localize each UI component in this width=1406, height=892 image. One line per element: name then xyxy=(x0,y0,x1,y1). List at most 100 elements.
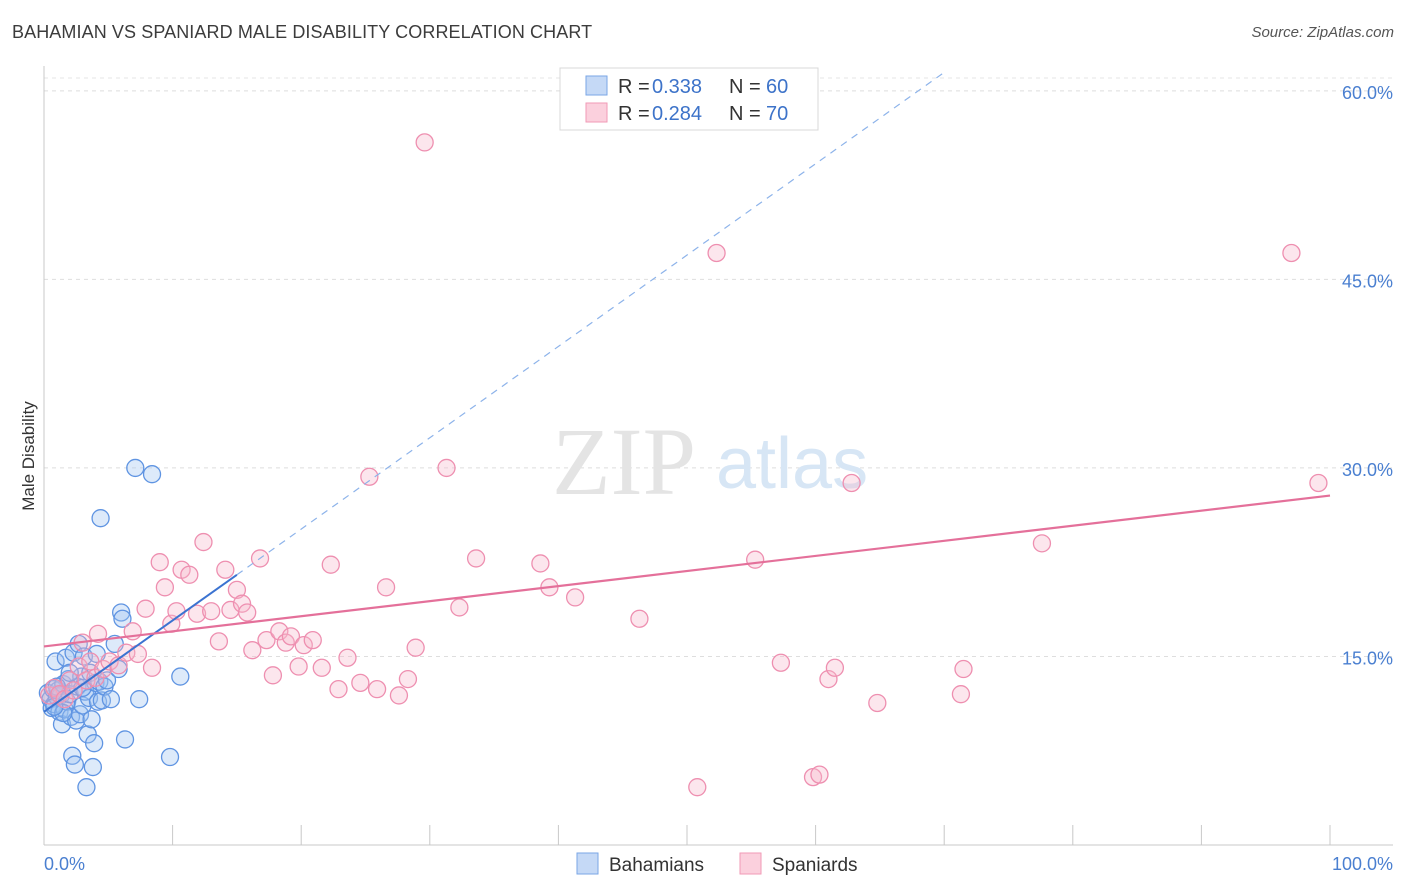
bahamians-point-51 xyxy=(142,465,162,484)
bahamians-point-29 xyxy=(77,778,96,797)
y-tick-label-0: 15.0% xyxy=(1342,648,1393,668)
spaniards-point-47 xyxy=(329,679,348,699)
legend-n-label-2: N = xyxy=(729,103,761,125)
legend-n-label-1: N = xyxy=(729,76,761,98)
spaniards-point-29 xyxy=(209,632,229,651)
spaniards-point-71 xyxy=(819,669,838,689)
spaniards-point-63 xyxy=(630,609,649,628)
legend-r-value-2: 0.284 xyxy=(652,103,702,125)
spaniards-point-41 xyxy=(281,627,301,646)
spaniards-point-44 xyxy=(303,630,322,650)
chart-title: BAHAMIAN VS SPANIARD MALE DISABILITY COR… xyxy=(12,22,593,42)
spaniards-point-77 xyxy=(1282,243,1301,263)
bahamians-point-57 xyxy=(54,703,73,723)
spaniards-point-27 xyxy=(194,532,213,552)
spaniards-point-25 xyxy=(180,565,199,584)
spaniards-point-11 xyxy=(88,624,108,643)
spaniards-point-58 xyxy=(450,598,469,617)
gridlines xyxy=(44,77,1393,657)
bahamians-point-42 xyxy=(97,671,117,690)
spaniards-point-42 xyxy=(289,657,308,676)
bahamians-point-50 xyxy=(91,509,110,528)
source-credit: Source: ZipAtlas.com xyxy=(1251,24,1394,41)
bottom-legend-bahamians: Bahamians xyxy=(609,855,704,876)
spaniards-point-56 xyxy=(415,133,434,152)
spaniards-point-19 xyxy=(142,658,162,677)
spaniards-point-52 xyxy=(376,578,396,597)
spaniards-point-37 xyxy=(257,630,276,650)
spaniards-point-13 xyxy=(100,652,119,671)
bahamians-point-49 xyxy=(126,458,145,478)
trendlines xyxy=(43,71,1331,713)
spaniards-point-75 xyxy=(954,659,973,679)
bottom-legend-spaniards: Spaniards xyxy=(772,855,858,876)
correlation-legend: R = 0.338 N = 60 R = 0.284 N = 70 xyxy=(559,67,819,131)
spaniards-point-76 xyxy=(1032,534,1052,553)
spaniards-point-67 xyxy=(771,653,791,672)
spaniards-point-20 xyxy=(150,553,169,572)
legend-r-label-1: R = xyxy=(618,76,650,98)
y-tick-label-2: 45.0% xyxy=(1342,271,1393,291)
spaniards-point-51 xyxy=(367,679,387,699)
legend-r-value-1: 0.338 xyxy=(652,76,702,98)
bahamians-point-33 xyxy=(82,710,101,729)
watermark-zip: ZIP xyxy=(552,408,696,515)
spaniards-point-59 xyxy=(466,549,486,568)
y-axis-label: Male Disability xyxy=(19,401,38,511)
spaniards-point-53 xyxy=(389,686,409,705)
spaniards-point-33 xyxy=(232,594,252,613)
bahamians-point-56 xyxy=(60,663,79,682)
bahamians-point-5 xyxy=(46,652,65,671)
y-tick-label-3: 60.0% xyxy=(1342,83,1393,103)
bottom-legend-swatch-bahamians xyxy=(576,852,599,875)
bahamians-point-43 xyxy=(101,690,121,709)
axes xyxy=(43,66,1393,846)
spaniards-point-74 xyxy=(868,693,887,713)
spaniards-point-69 xyxy=(951,685,971,704)
spaniards-point-21 xyxy=(155,578,175,597)
spaniards-point-50 xyxy=(360,467,379,486)
bahamians-point-46 xyxy=(112,603,131,622)
spaniards-point-72 xyxy=(825,658,845,677)
bahamians-point-47 xyxy=(113,609,132,628)
spaniards-trendline xyxy=(43,494,1331,648)
spaniards-point-6 xyxy=(69,657,88,676)
legend-n-value-1: 60 xyxy=(766,76,788,98)
spaniards-point-65 xyxy=(707,243,726,263)
spaniards-point-54 xyxy=(398,669,418,689)
spaniards-point-55 xyxy=(406,638,425,657)
x-tick-label-min: 0.0% xyxy=(44,854,85,874)
spaniards-point-78 xyxy=(1309,473,1328,493)
y-tick-labels: 15.0% 30.0% 45.0% 60.0% xyxy=(1342,83,1393,669)
spaniards-point-66 xyxy=(746,550,765,569)
spaniards-point-64 xyxy=(688,778,707,797)
bahamians-point-35 xyxy=(85,734,104,753)
series-legend: Bahamians Spaniards xyxy=(576,852,858,876)
spaniards-point-32 xyxy=(227,580,247,599)
spaniards-point-28 xyxy=(202,602,221,621)
spaniards-point-39 xyxy=(270,622,289,641)
watermark: ZIP atlas xyxy=(552,408,868,515)
legend-r-label-2: R = xyxy=(618,103,650,125)
spaniards-point-48 xyxy=(338,648,357,667)
spaniards-point-17 xyxy=(128,644,148,664)
spaniards-point-49 xyxy=(351,673,370,693)
spaniards-point-45 xyxy=(312,658,331,677)
watermark-atlas: atlas xyxy=(716,424,868,504)
spaniards-point-62 xyxy=(565,588,585,607)
legend-swatch-spaniards xyxy=(585,102,608,123)
spaniards-point-57 xyxy=(437,458,456,478)
legend-swatch-bahamians xyxy=(585,75,608,96)
spaniards-point-46 xyxy=(321,555,340,574)
spaniards-point-60 xyxy=(531,554,550,573)
spaniards-point-70 xyxy=(810,765,829,784)
spaniards-point-43 xyxy=(294,636,313,655)
bahamians-point-48 xyxy=(115,730,135,749)
spaniards-point-73 xyxy=(842,473,861,493)
bahamians-point-52 xyxy=(130,690,149,709)
bahamians-trendline-extension xyxy=(236,71,945,576)
bottom-legend-swatch-spaniards xyxy=(739,852,762,875)
x-tick-label-max: 100.0% xyxy=(1332,854,1393,874)
bahamians-trendline xyxy=(43,573,238,713)
